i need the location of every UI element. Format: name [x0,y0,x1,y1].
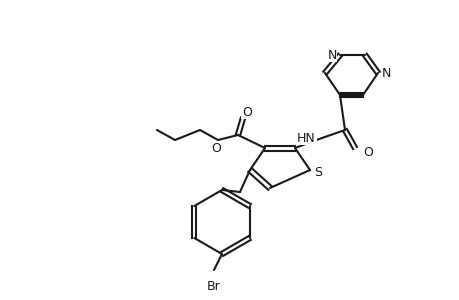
Text: O: O [211,142,220,154]
Text: O: O [241,106,252,118]
Text: HN: HN [297,131,315,145]
Text: N: N [381,67,390,80]
Text: Br: Br [207,280,220,293]
Text: N: N [327,49,336,62]
Text: O: O [362,146,372,158]
Text: S: S [313,166,321,178]
